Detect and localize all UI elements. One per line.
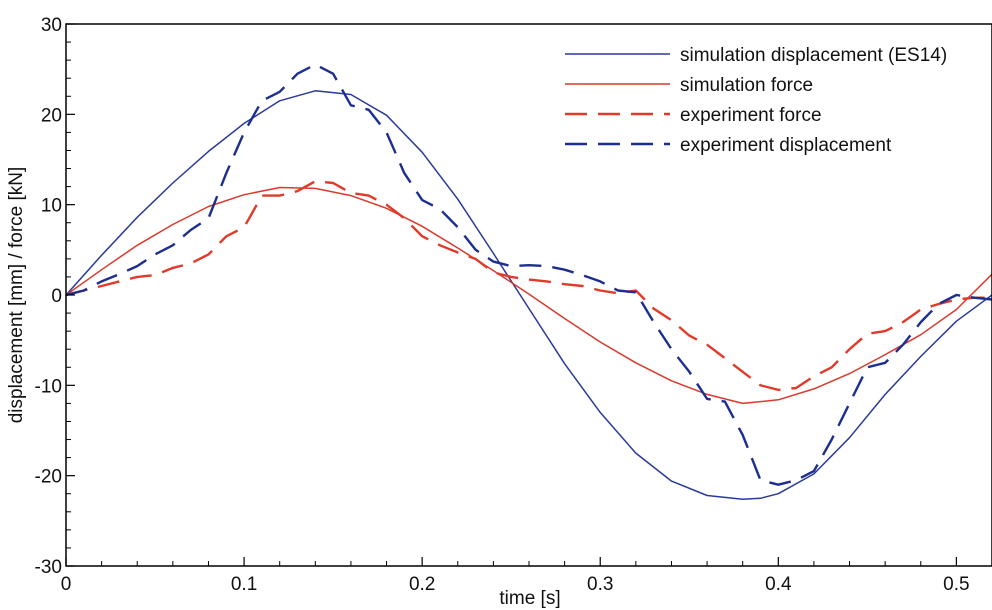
legend-label: simulation displacement (ES14) (680, 45, 947, 66)
tick-labels-layer: 0 0.1 0.2 0.3 0.4 0.5 -30 -20 -10 0 10 20 30 (35, 15, 970, 595)
y-axis-title: displacement [mm] / force [kN] (6, 167, 27, 424)
series-line-4 (66, 63, 992, 486)
y-tick-label: 20 (41, 105, 62, 126)
legend-item: simulation force (565, 75, 813, 96)
y-tick-label: 0 (51, 286, 62, 307)
x-tick-label: 0 (61, 574, 72, 595)
x-axis-title: time [s] (499, 588, 560, 609)
x-tick-label: 0.3 (587, 574, 613, 595)
legend-item: simulation displacement (ES14) (565, 45, 947, 66)
x-tick-label: 0.2 (409, 574, 435, 595)
x-tick-label: 0.1 (231, 574, 257, 595)
legend-item: experiment force (565, 105, 822, 126)
series-line-1 (66, 90, 992, 500)
legend: simulation displacement (ES14) simulation… (565, 45, 947, 156)
series-line-3 (66, 180, 992, 392)
series-layer (66, 63, 992, 500)
x-tick-label: 0.4 (765, 574, 792, 595)
x-tick-label: 0.5 (943, 574, 969, 595)
legend-label: experiment displacement (680, 135, 892, 156)
legend-item: experiment displacement (565, 135, 892, 156)
y-tick-label: -20 (35, 467, 62, 488)
y-tick-label: 10 (41, 196, 62, 217)
legend-label: simulation force (680, 75, 813, 96)
ticks-layer (65, 23, 957, 567)
y-tick-label: -10 (35, 376, 62, 397)
series-line-2 (66, 186, 992, 405)
y-tick-label: -30 (35, 557, 62, 578)
legend-label: experiment force (680, 105, 822, 126)
y-tick-label: 30 (41, 15, 62, 36)
